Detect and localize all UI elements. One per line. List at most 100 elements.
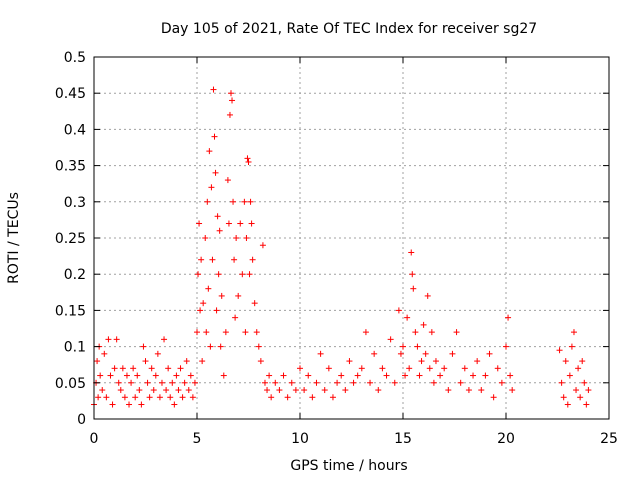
data-point [257,358,264,365]
y-tick-label: 0.25 [55,231,86,247]
data-point [562,358,569,365]
data-point [235,292,242,299]
data-point [241,198,248,205]
data-point [449,350,456,357]
x-tick-label: 5 [193,431,202,447]
data-point [111,365,118,372]
data-point [244,155,251,162]
data-point [123,372,130,379]
data-point [558,379,565,386]
data-point [220,372,227,379]
data-point [408,249,415,256]
data-point [387,336,394,343]
axis-ticks: 0 0.05 0.1 0.15 0.2 0.25 0.3 0.35 0.4 0.45 0.5 0 5 10… [55,50,618,447]
data-point [97,372,104,379]
data-point [230,198,237,205]
chart-title: Day 105 of 2021, Rate Of TEC Index for r… [161,21,537,37]
data-point [204,198,211,205]
y-tick-label: 0.05 [55,376,86,392]
data-point [109,401,116,408]
plot-frame [93,56,610,420]
data-point [103,394,110,401]
data-point [246,271,253,278]
data-point [138,401,145,408]
data-point [101,350,108,357]
data-point [505,314,512,321]
data-point [346,358,353,365]
data-point [292,387,299,394]
data-point [239,271,246,278]
data-point [169,379,176,386]
data-point [134,372,141,379]
x-axis-label: GPS time / hours [290,458,407,474]
data-point [560,394,567,401]
data-point [152,372,159,379]
data-point [375,387,382,394]
data-point [217,343,224,350]
data-point [367,379,374,386]
y-tick-label: 0.2 [64,267,86,283]
data-point [136,387,143,394]
data-point [227,90,234,97]
data-point [195,271,202,278]
data-point [243,235,250,241]
data-point [142,358,149,365]
data-point [276,387,283,394]
data-point [197,307,204,314]
data-point [568,343,575,350]
data-point [445,387,452,394]
data-point [354,372,361,379]
data-point [95,394,102,401]
data-point [573,387,580,394]
data-point [224,177,231,184]
data-point [179,394,186,401]
data-point [154,350,161,357]
data-point [247,198,254,205]
data-point [173,372,180,379]
data-point [119,365,126,372]
data-point [113,336,120,343]
data-point [213,307,220,314]
data-point [503,343,509,350]
data-point [406,365,413,372]
data-point [426,365,433,372]
data-point [206,148,213,155]
data-point [158,379,165,386]
data-point [163,387,170,394]
data-point [309,394,316,401]
y-tick-label: 0.5 [64,50,86,66]
data-point [414,343,421,350]
data-point [395,307,402,314]
data-point [422,350,429,357]
data-point [94,358,101,365]
data-point [409,271,416,278]
data-point [242,329,249,336]
x-tick-label: 25 [600,431,618,447]
data-point [245,158,252,165]
data-point [165,365,172,372]
data-point [338,372,345,379]
data-point [253,329,260,336]
data-point [205,285,212,292]
data-point [210,86,217,93]
data-point [486,350,493,357]
x-tick-label: 10 [291,431,309,447]
data-point [196,220,203,227]
data-point [465,387,472,394]
data-point [418,358,425,365]
data-point [329,394,336,401]
data-point [117,387,124,394]
data-point [297,365,303,372]
data-point [211,133,218,140]
data-point [177,365,184,372]
data-point [470,372,477,379]
grid-lines [94,57,609,419]
data-point [268,394,275,401]
x-tick-label: 15 [394,431,412,447]
data-point [441,365,448,372]
data-point [305,372,312,379]
data-point [121,394,128,401]
data-point [428,329,435,336]
x-tick-label: 20 [497,431,515,447]
